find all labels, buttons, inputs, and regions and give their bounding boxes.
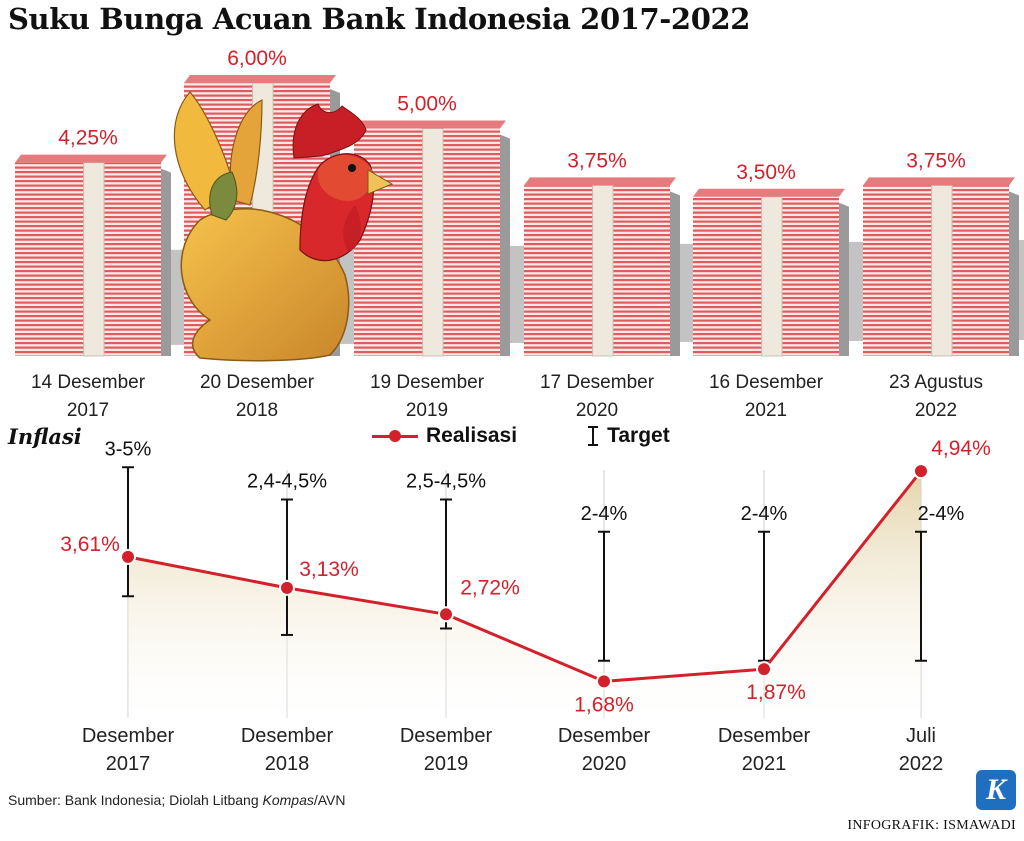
inflation-period-label: Juli [906, 725, 936, 747]
target-range-label: 3-5% [105, 438, 152, 460]
rate-year-label: 2017 [67, 400, 109, 421]
rate-bar-top [354, 120, 506, 129]
rate-value-label: 5,00% [397, 93, 457, 116]
rate-date-label: 17 Desember [540, 372, 655, 393]
legend-realisasi-label: Realisasi [426, 424, 518, 447]
rate-bar-shadow [500, 134, 510, 356]
inflation-year-label: 2017 [106, 753, 151, 775]
rate-bar [354, 120, 510, 357]
kompas-logo: K [976, 770, 1016, 810]
target-range-bar [915, 530, 927, 662]
rate-date-label: 19 Desember [370, 372, 485, 393]
inflation-year-label: 2019 [424, 753, 469, 775]
realisasi-value-label: 3,61% [60, 533, 120, 556]
realisasi-point [596, 673, 612, 690]
rate-year-label: 2021 [745, 400, 787, 421]
rate-value-label: 3,75% [567, 149, 627, 172]
source-note: Sumber: Bank Indonesia; Diolah Litbang K… [8, 792, 346, 808]
inflation-period-label: Desember [400, 725, 493, 747]
rate-bar-strap [422, 128, 444, 357]
inflation-period-label: Desember [558, 725, 651, 747]
rate-year-label: 2022 [915, 400, 957, 421]
realisasi-value-label: 1,87% [746, 681, 806, 704]
rate-value-label: 3,75% [906, 149, 966, 172]
rate-bar [693, 188, 849, 357]
realisasi-point [120, 548, 136, 565]
realisasi-value-label: 1,68% [574, 693, 634, 716]
legend-target-label: Target [607, 424, 670, 447]
rooster-illustration [173, 91, 394, 362]
rate-bar-strap [931, 184, 953, 357]
inflation-year-label: 2022 [899, 753, 944, 775]
rate-bar [524, 177, 680, 357]
target-range-bar [281, 498, 293, 636]
rate-date-label: 16 Desember [709, 372, 824, 393]
infographic-credit: INFOGRAFIK: ISMAWADI [847, 818, 1016, 833]
target-range-bar [122, 466, 134, 598]
inflation-chart: 3-5% 2,4-4,5% 2,5-4,5% 2-4% 2-4% 2-4% 3,61% 3,1… [60, 437, 991, 775]
rate-year-label: 2018 [236, 400, 278, 421]
rate-date-label: 14 Desember [31, 372, 146, 393]
target-range-label: 2,4-4,5% [247, 471, 327, 493]
realisasi-point [438, 606, 454, 623]
rate-date-label: 20 Desember [200, 372, 315, 393]
realisasi-point [279, 579, 295, 596]
target-range-label: 2-4% [581, 503, 628, 525]
rate-bar-top [863, 177, 1015, 186]
inflation-section-title: Inflasi [8, 424, 82, 449]
line-with-dot-icon [372, 427, 418, 445]
rate-value-label: 4,25% [58, 127, 118, 150]
rate-bar [15, 154, 171, 357]
inflation-year-label: 2020 [582, 753, 627, 775]
realisasi-line [127, 470, 923, 683]
inflation-period-label: Desember [718, 725, 811, 747]
rate-bar [863, 177, 1019, 357]
error-bar-icon [587, 425, 599, 447]
inflation-legend: Realisasi Target [372, 424, 670, 448]
rate-year-label: 2020 [576, 400, 618, 421]
rate-bar-shadow [670, 191, 680, 356]
source-publication: Kompas [262, 792, 314, 808]
target-range-bar [598, 530, 610, 662]
rate-bar-strap [761, 196, 783, 357]
rate-bar-strap [592, 184, 614, 357]
realisasi-value-label: 3,13% [299, 558, 359, 581]
rate-bar-top [693, 188, 845, 197]
rate-value-label: 6,00% [227, 47, 287, 70]
legend-realisasi: Realisasi [372, 424, 517, 448]
realisasi-value-label: 2,72% [460, 576, 520, 599]
target-range-label: 2-4% [741, 503, 788, 525]
rate-bar-top [184, 75, 336, 83]
inflation-year-label: 2018 [265, 753, 310, 775]
source-text: Sumber: Bank Indonesia; Diolah Litbang [8, 792, 263, 808]
rate-bar-top [524, 177, 676, 186]
realisasi-point [756, 661, 772, 678]
page-title: Suku Bunga Acuan Bank Indonesia 2017-202… [8, 2, 751, 36]
realisasi-value-label: 4,94% [931, 437, 991, 460]
legend-target: Target [587, 424, 670, 448]
inflation-period-label: Desember [241, 725, 334, 747]
rate-bar-shadow [1009, 191, 1019, 356]
target-range-label: 2,5-4,5% [406, 471, 486, 493]
rate-year-label: 2019 [406, 400, 448, 421]
inflation-year-label: 2021 [742, 753, 787, 775]
rate-date-label: 23 Agustus [889, 372, 983, 393]
rate-bar-top [15, 154, 167, 163]
rate-bar-shadow [839, 202, 849, 356]
rate-bar-strap [83, 162, 105, 357]
source-suffix: /AVN [313, 792, 346, 808]
inflation-area [128, 471, 921, 718]
target-range-label: 2-4% [918, 503, 965, 525]
inflation-period-label: Desember [82, 725, 175, 747]
rate-chart: 4,25% 14 Desember 2017 6,00% 20 Desember 2018… [15, 47, 1024, 421]
rate-value-label: 3,50% [736, 161, 796, 184]
rate-bar-shadow [161, 168, 171, 356]
realisasi-point [913, 463, 929, 480]
target-range-bar [758, 530, 770, 662]
